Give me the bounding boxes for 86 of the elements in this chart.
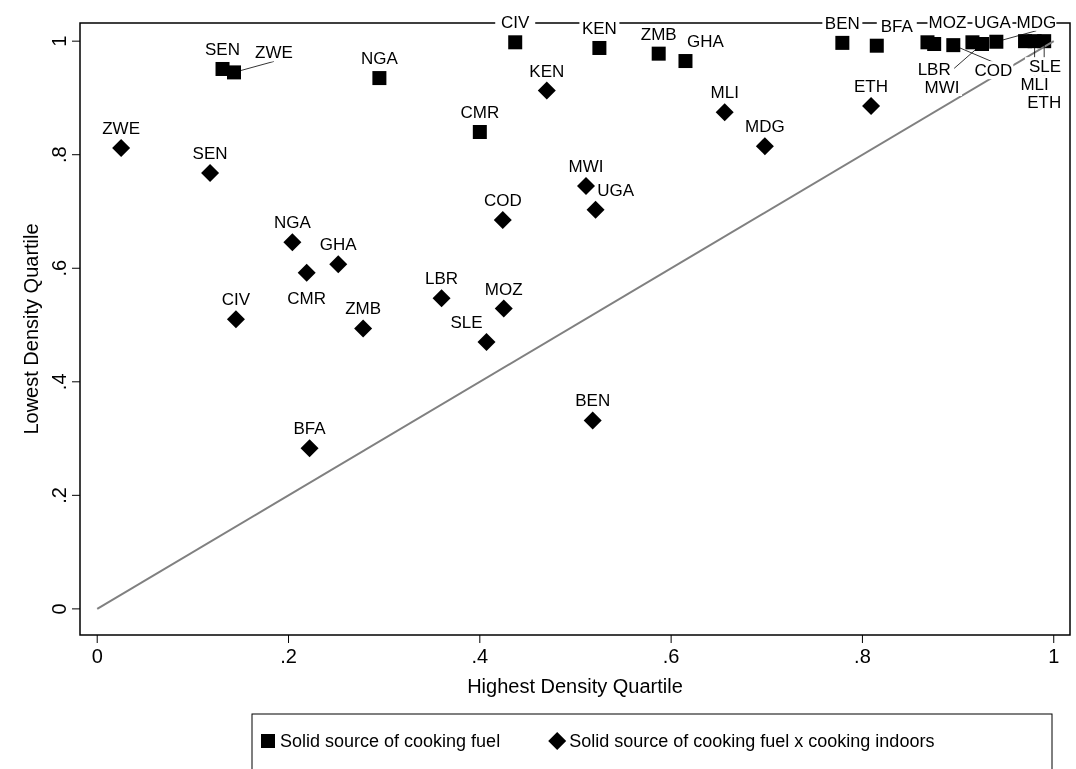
point: [494, 299, 513, 318]
x-tick-label: .2: [280, 645, 297, 667]
annotation: ETH: [854, 76, 889, 96]
annotation: CIV: [501, 13, 531, 33]
annotation: NGA: [360, 49, 399, 69]
annotation: COD: [974, 61, 1013, 81]
annotation: SEN: [205, 39, 241, 59]
annotation: MDG: [745, 117, 785, 137]
point: [592, 40, 607, 55]
annotation: MLI: [710, 83, 739, 103]
y-tick-label: 1: [48, 35, 70, 47]
point: [586, 200, 605, 219]
y-tick-label: 0: [48, 603, 70, 615]
point: [329, 255, 348, 274]
point: [835, 35, 850, 50]
annotation: LBR: [917, 60, 951, 80]
annotation: MLI: [1020, 75, 1049, 95]
point: [927, 37, 942, 52]
point: [862, 96, 881, 115]
point: [869, 38, 884, 53]
x-tick-label: .6: [662, 645, 680, 667]
y-tick-label: .8: [48, 146, 70, 164]
x-tick-label: .4: [471, 645, 489, 667]
annotation: UGA: [597, 180, 635, 200]
annotation: UGA: [974, 13, 1012, 33]
point: [297, 263, 316, 282]
annotation: MDG: [1016, 12, 1057, 32]
point: [300, 439, 319, 458]
point: [201, 163, 220, 182]
annotation: GHA: [687, 32, 725, 52]
y-tick-label: .4: [48, 373, 70, 391]
legend-label: Solid source of cooking fuel x cooking indoors: [569, 731, 935, 751]
annotation: SLE: [1028, 57, 1062, 77]
annotation: LBR: [425, 269, 459, 289]
annotation: CIV: [221, 290, 251, 310]
annotation: BEN: [824, 13, 860, 33]
point: [372, 71, 387, 86]
point: [537, 81, 556, 100]
annotation: BFA: [293, 419, 327, 439]
annotation: CMR: [287, 288, 327, 308]
point: [508, 35, 523, 50]
annotation: NGA: [273, 213, 312, 233]
point: [226, 310, 245, 329]
annotation: ZMB: [345, 299, 382, 319]
x-tick-label: 0: [91, 645, 103, 667]
point: [227, 65, 241, 80]
point: [493, 211, 512, 229]
point: [112, 138, 131, 157]
annotation: BFA: [880, 16, 914, 36]
x-tick-label: 1: [1048, 645, 1060, 667]
annotation: SEN: [192, 143, 228, 163]
point: [477, 333, 496, 352]
point: [715, 103, 734, 122]
x-axis-title: Highest Density Quartile: [467, 675, 683, 697]
point: [472, 125, 487, 139]
annotation: SLE: [450, 313, 483, 333]
y-axis-title: Lowest Density Quartile: [20, 223, 42, 435]
point: [354, 319, 373, 338]
annotation: KEN: [581, 18, 617, 38]
y-tick-label: .2: [48, 487, 70, 504]
point: [946, 38, 961, 53]
annotation: CMR: [460, 103, 500, 122]
point: [432, 289, 451, 308]
annotation: MWI: [924, 78, 960, 98]
point: [755, 137, 774, 156]
point: [583, 411, 602, 430]
annotation: GHA: [319, 235, 358, 255]
point: [577, 176, 595, 195]
annotation: BEN: [575, 391, 611, 411]
annotation: ETH: [1027, 93, 1062, 113]
annotation: ZWE: [255, 43, 293, 63]
annotation: MOZ: [928, 13, 967, 33]
point: [678, 54, 693, 69]
point: [975, 37, 989, 52]
annotation: MWI: [568, 156, 604, 176]
point: [651, 46, 666, 61]
legend-label: Solid source of cooking fuel: [280, 731, 501, 751]
point: [989, 34, 1004, 49]
x-tick-label: .8: [854, 645, 871, 667]
annotation: COD: [483, 191, 522, 210]
y-tick-label: .6: [48, 259, 70, 277]
point: [283, 233, 302, 252]
annotation: KEN: [529, 61, 565, 81]
annotation: MOZ: [484, 279, 523, 299]
annotation: ZWE: [102, 118, 141, 138]
annotation: ZMB: [640, 24, 677, 44]
